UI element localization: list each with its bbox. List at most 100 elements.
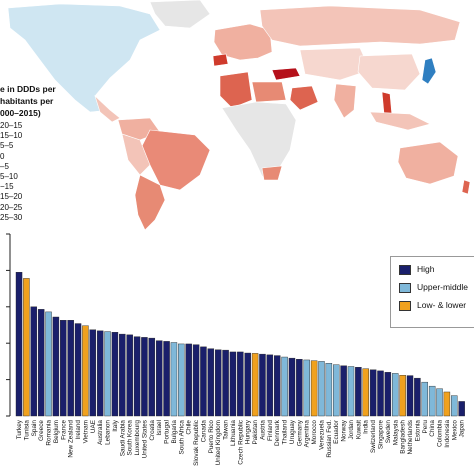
bar xyxy=(222,349,229,417)
bar xyxy=(355,367,362,417)
x-tick-label: Colombia xyxy=(437,420,444,447)
map-legend-entry: 5–5 xyxy=(0,141,14,151)
bar-chart-panel: Turkey Tunisia Spain Greece Romania Belgium Fr… xyxy=(0,232,474,474)
x-tick-label: Russian Fed. xyxy=(326,420,333,458)
bar xyxy=(155,340,163,417)
bar xyxy=(443,391,451,417)
bar xyxy=(170,342,178,417)
x-tick-label: Switzerland xyxy=(370,420,377,453)
bar xyxy=(229,351,237,417)
bar xyxy=(163,341,170,417)
x-tick-label: Lithuania xyxy=(230,420,237,446)
map-region-spain xyxy=(212,53,229,67)
x-tick-label: Taiwan xyxy=(223,420,230,440)
x-tick-label: Pakistan xyxy=(252,420,259,445)
x-tick-label: Finland xyxy=(267,420,274,441)
legend-swatch-upper-middle xyxy=(399,282,411,293)
bar xyxy=(214,349,222,417)
bar xyxy=(340,365,347,417)
legend-label-high: High xyxy=(417,264,435,274)
x-tick-label: Singapore xyxy=(378,420,385,450)
x-tick-label: Czech Republic xyxy=(237,419,244,465)
bar xyxy=(148,337,156,417)
map-region-russia xyxy=(259,5,461,47)
bar xyxy=(421,381,428,417)
map-legend-entry: 20–15 xyxy=(0,121,23,130)
bar xyxy=(362,368,369,417)
map-legend-title-line-3: 000–2015) xyxy=(0,108,41,118)
map-region-japan xyxy=(421,57,437,85)
x-tick-label: Lebanon xyxy=(105,420,112,445)
legend-swatch-high xyxy=(399,264,411,275)
bar xyxy=(310,360,318,417)
x-tick-label: Jordan xyxy=(348,420,355,440)
x-tick-label: Thailand xyxy=(282,420,289,445)
map-legend-entry: 15–10 xyxy=(0,131,23,141)
x-tick-label: Estonia xyxy=(414,420,421,442)
x-tick-label: Australia xyxy=(97,420,104,445)
map-region-southeast-asia xyxy=(369,111,431,131)
x-tick-label: Netherlands xyxy=(407,420,414,454)
map-region-africa-rest xyxy=(221,101,297,177)
bar xyxy=(207,348,215,417)
x-tick-label: Canada xyxy=(200,420,207,443)
x-tick-label: Luxembourg xyxy=(134,420,141,456)
bar xyxy=(266,354,274,417)
x-tick-label: Hungary xyxy=(245,419,252,444)
bar xyxy=(392,373,399,417)
x-tick-label: Bulgaria xyxy=(171,420,178,444)
map-region-central-america xyxy=(94,95,121,123)
x-tick-label: France xyxy=(60,420,67,440)
x-tick-label: Saudi Arabia xyxy=(119,420,126,457)
bar xyxy=(200,346,207,417)
bar xyxy=(119,333,126,417)
x-tick-label: Vietnam xyxy=(82,420,89,443)
map-legend-title-line-1: e in DDDs per xyxy=(0,84,56,94)
legend-swatch-low xyxy=(399,300,411,311)
bar xyxy=(451,395,458,417)
income-legend: High Upper-middle Low- & lower xyxy=(390,256,474,328)
map-legend-entry: 25–30 xyxy=(0,212,23,222)
bar xyxy=(185,343,192,417)
x-tick-label: Kuwait xyxy=(355,420,362,439)
bar xyxy=(133,336,141,417)
bar xyxy=(436,388,443,417)
x-tick-label: Slovak Republic xyxy=(193,419,200,466)
x-tick-label: Japan xyxy=(459,420,466,438)
legend-label-low: Low- & lower xyxy=(417,300,467,310)
x-tick-label: Denmark xyxy=(274,419,281,446)
x-tick-label: Bangladesh xyxy=(400,420,407,454)
map-legend-entry: 20–25 xyxy=(0,202,23,212)
bar xyxy=(178,343,185,417)
x-tick-label: Indonesia xyxy=(444,420,451,448)
map-legend-entry: 5–10 xyxy=(0,172,18,181)
x-tick-label: Morocco xyxy=(311,420,318,445)
map-legend-entry: –5 xyxy=(0,161,9,171)
x-tick-label: Peru xyxy=(422,420,429,434)
bar xyxy=(406,375,414,417)
income-legend-high: High xyxy=(399,263,434,275)
map-region-greenland xyxy=(149,0,211,29)
x-tick-label: Venezuela xyxy=(318,420,325,450)
world-map xyxy=(7,0,471,231)
map-region-india xyxy=(333,83,357,119)
map-region-south-africa xyxy=(261,165,283,181)
bar xyxy=(377,370,384,417)
x-tick-label: Chile xyxy=(186,420,193,435)
x-tick-label: United States xyxy=(141,420,148,458)
bar xyxy=(458,401,465,417)
bar xyxy=(296,359,303,417)
x-tick-label: Mexico xyxy=(451,420,458,441)
bar xyxy=(67,320,74,417)
bar xyxy=(89,329,97,417)
bar xyxy=(369,369,377,417)
map-legend-entry: −15 xyxy=(0,182,14,192)
x-tick-label: Puerto Rico xyxy=(208,420,215,454)
map-region-middle-asia xyxy=(299,47,371,81)
map-region-libya-egypt xyxy=(251,81,287,103)
x-tick-label: UAE xyxy=(90,420,97,433)
bar xyxy=(126,334,133,417)
x-tick-label: China xyxy=(429,420,436,437)
bar xyxy=(141,337,148,417)
x-tick-label: Croatia xyxy=(149,420,156,441)
